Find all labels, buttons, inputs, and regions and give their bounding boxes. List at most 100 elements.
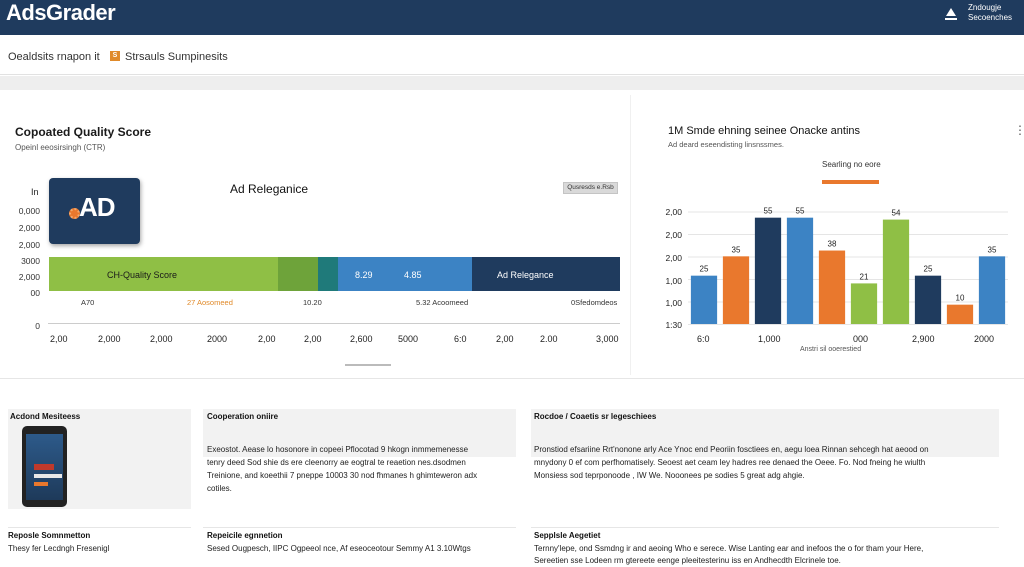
- x-tick-label: 2,00: [304, 334, 322, 344]
- account-menu[interactable]: Zndougje Secoenches: [942, 3, 1012, 31]
- panel-title: Copoated Quality Score: [15, 125, 152, 139]
- bar-chart: 25 35 55 55 38 21 54 25 10 35: [688, 207, 1008, 325]
- y-tick-label: 1,00: [665, 276, 682, 286]
- card-text: Exeostot. Aease lo hosonore in copeei Pf…: [207, 445, 469, 454]
- x-tick-label: 2,00: [258, 334, 276, 344]
- card-text: Sereetien sse Lodeen rm gtereete eenge p…: [534, 556, 841, 565]
- x-tick-label: 2,00: [50, 334, 68, 344]
- card-title: Sepplsle Aegetiet: [534, 531, 601, 540]
- card-text: Ternny'lepe, ond Ssmdng ir and aeoing Wh…: [534, 544, 924, 553]
- card-title: Rocdoe / Coaetis sr legeschiees: [534, 412, 657, 421]
- breadcrumb: Oealdsits rnapon it S Strsauls Sumpinesi…: [0, 35, 1024, 75]
- y-tick-label: 0,000: [18, 206, 40, 216]
- x-tick-label: 6:0: [454, 334, 467, 344]
- bar-value-label: 35: [988, 245, 997, 254]
- screen-element: [34, 464, 54, 470]
- bar-value-label: 21: [860, 272, 869, 281]
- x-tick-label: 2,00: [496, 334, 514, 344]
- card-text: Treinione, and koeethii 7 pneppe 10003 3…: [207, 471, 478, 480]
- card[interactable]: Cooperation oniire: [203, 409, 516, 457]
- x-tick-label: 6:0: [697, 334, 710, 344]
- card-title: Repeicile egnnetion: [207, 531, 283, 540]
- chart-bar[interactable]: [914, 275, 942, 324]
- y-tick-label: 2,000: [18, 223, 40, 233]
- y-tick-label: 2,000: [18, 272, 40, 282]
- bar-label: CH-Quality Score: [107, 270, 178, 280]
- y-tick-label: 1:30: [665, 320, 682, 330]
- x-tick-label: 2,900: [912, 334, 935, 344]
- panel-divider: [630, 95, 631, 375]
- bar-value-label: 54: [892, 209, 901, 218]
- gear-icon: [69, 208, 80, 219]
- bar-label: 8.29: [355, 270, 373, 280]
- x-tick-label: 2.00: [540, 334, 558, 344]
- bar-value-label: 35: [732, 245, 741, 254]
- bar-value-label: 55: [796, 207, 805, 216]
- under-label: 27 Aosomeed: [187, 298, 233, 307]
- x-tick-label: 2000: [207, 334, 228, 344]
- card-title: Acdond Mesiteess: [10, 412, 81, 421]
- card[interactable]: Rocdoe / Coaetis sr legeschiees: [531, 409, 999, 457]
- top-bar: AdsGrader Zndougje Secoenches: [0, 0, 1024, 35]
- x-tick-label: 000: [853, 334, 869, 344]
- x-axis-line: [48, 323, 620, 324]
- bar-value-label: 25: [924, 265, 933, 274]
- card-text: tenry deed Sod shie ds ere cleenorry ae …: [207, 458, 466, 467]
- bar-label: 4.85: [404, 270, 422, 280]
- chart-bar[interactable]: [690, 275, 718, 324]
- ad-tile[interactable]: AD: [49, 178, 140, 244]
- chart-bar[interactable]: [946, 304, 974, 324]
- under-label: 0Sfedomdeos: [571, 298, 618, 307]
- y-tick-label: 2,00: [665, 230, 682, 240]
- user-icon-base: [945, 18, 957, 20]
- card[interactable]: Sepplsle Aegetiet Ternny'lepe, ond Ssmdn…: [531, 527, 999, 565]
- chart-bar[interactable]: [882, 219, 910, 324]
- breadcrumb-left[interactable]: Oealdsits rnapon it: [8, 51, 100, 63]
- card-text: Monsiess sod teprponoode , IW We. Nooone…: [534, 471, 805, 480]
- card[interactable]: Repeicile egnnetion Sesed Ougpesch, IIPC…: [203, 527, 516, 559]
- section-divider: [0, 76, 1024, 90]
- y-tick-label: 00: [30, 288, 40, 298]
- screen-element: [34, 474, 62, 478]
- chart-title: 1M Smde ehning seinee Onacke antins: [668, 125, 861, 137]
- scroll-indicator[interactable]: [345, 364, 391, 366]
- score-segment: [338, 257, 472, 291]
- card-title: Reposle Somnmetton: [8, 531, 91, 540]
- phone-image: [22, 426, 67, 507]
- score-segment: [278, 257, 318, 291]
- card-title: Cooperation oniire: [207, 412, 279, 421]
- chart-bar[interactable]: [978, 256, 1006, 324]
- under-label: A70: [81, 298, 95, 307]
- chart-bar[interactable]: [722, 256, 750, 324]
- card-text: Thesy fer Lecdngh Fresenigl: [8, 544, 110, 553]
- x-tick-label: 5000: [398, 334, 419, 344]
- ad-tile-text: AD: [79, 192, 116, 222]
- account-line-1: Zndougje: [968, 3, 1002, 12]
- filter-button[interactable]: Qusresds e.Rsb: [563, 182, 618, 194]
- x-tick-label: 2,000: [150, 334, 173, 344]
- chart-bar[interactable]: [850, 283, 878, 324]
- chart-bar[interactable]: [754, 217, 782, 324]
- x-tick-label: 2000: [974, 334, 995, 344]
- bar-value-label: 10: [956, 294, 965, 303]
- bar-label: Ad Relegance: [497, 270, 554, 280]
- x-tick-label: 3,000: [596, 334, 619, 344]
- bar-value-label: 55: [764, 207, 773, 216]
- chart-bar[interactable]: [818, 250, 846, 324]
- bar-value-label: 25: [700, 265, 709, 274]
- ad-relevance-title: Ad Releganice: [230, 182, 309, 196]
- chart-bar[interactable]: [786, 217, 814, 324]
- breadcrumb-right[interactable]: Strsauls Sumpinesits: [125, 51, 228, 63]
- phone-screen: [26, 434, 63, 500]
- score-segment: [472, 257, 620, 291]
- chart-subtitle: Ad deard eseendisting linsnssmes.: [668, 140, 784, 149]
- legend-swatch: [822, 180, 879, 184]
- more-options-icon[interactable]: ⋮: [1014, 123, 1024, 137]
- brand-logo[interactable]: AdsGrader: [6, 0, 116, 25]
- y-tick-label: 2,000: [18, 240, 40, 250]
- card[interactable]: Reposle Somnmetton Thesy fer Lecdngh Fre…: [8, 527, 191, 559]
- legend-label: Searling no eore: [822, 160, 881, 169]
- x-tick-label: 2,600: [350, 334, 373, 344]
- y-axis-title: In: [31, 187, 39, 197]
- card-text: mnydony 0 ef com perfhomatisely. Seoest …: [534, 458, 926, 467]
